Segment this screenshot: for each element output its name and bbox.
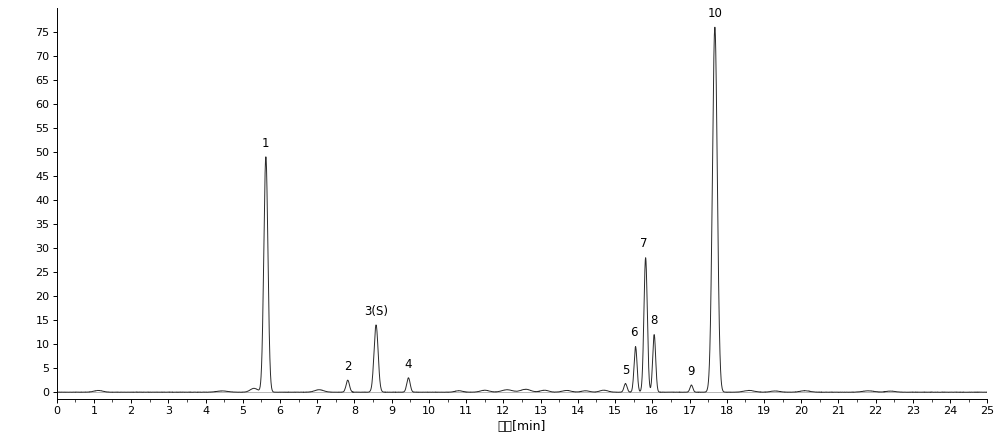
Text: 8: 8 [650,314,658,327]
Text: 4: 4 [405,358,412,370]
Text: 3(S): 3(S) [364,305,388,318]
Text: 2: 2 [344,360,352,373]
Text: 5: 5 [622,364,629,377]
X-axis label: 时间[min]: 时间[min] [498,421,546,434]
Text: 10: 10 [707,7,722,20]
Text: 1: 1 [262,137,270,150]
Text: 7: 7 [640,237,648,250]
Text: 9: 9 [688,365,695,378]
Text: 6: 6 [630,326,637,339]
